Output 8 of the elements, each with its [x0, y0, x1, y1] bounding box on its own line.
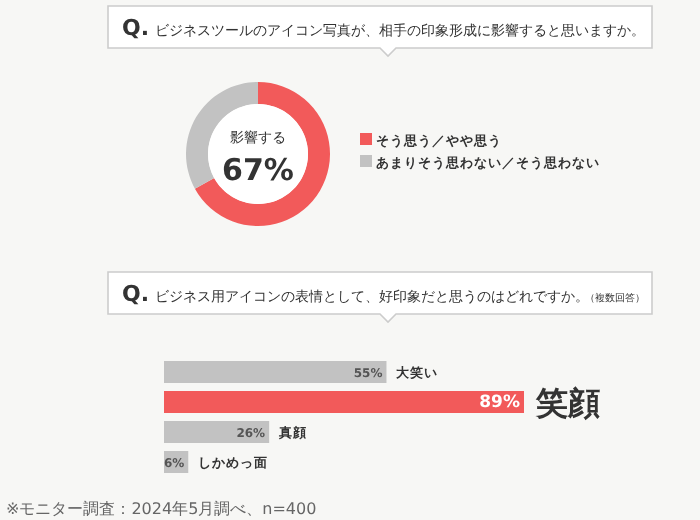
- text: 67%: [222, 152, 294, 188]
- bar: [164, 391, 524, 413]
- bar: [164, 361, 387, 383]
- donut-slice: [194, 82, 330, 226]
- y-tick-label: 笑顔: [534, 384, 600, 422]
- data-label: 89%: [479, 393, 521, 413]
- bar: [164, 421, 270, 443]
- text: ※モニター調査：2024年5月調べ、n=400: [6, 500, 317, 518]
